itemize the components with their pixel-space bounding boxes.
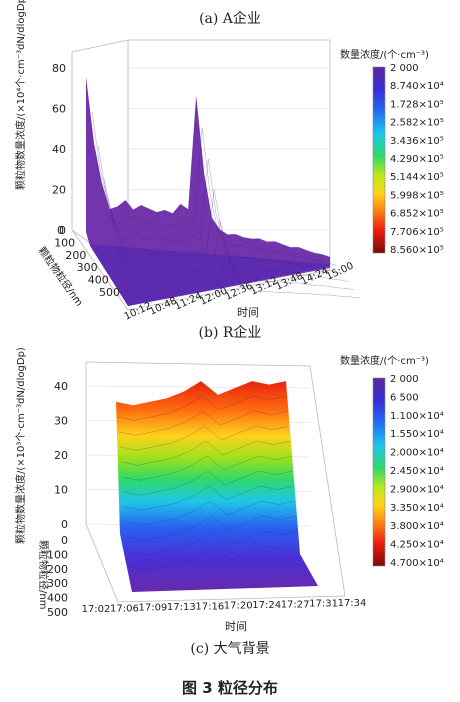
chart-a-colorbar-label: 4.290×10⁵	[390, 154, 444, 165]
chart-b-surface-line	[121, 455, 293, 481]
chart-b-x-tick-label: 17:20	[224, 601, 253, 612]
chart-b-x-tick-label: 17:24	[252, 600, 281, 611]
chart-b-x-tick-label: 17:06	[110, 603, 139, 614]
chart-b-x-tick-label: 17:09	[138, 603, 167, 614]
chart-b-x-tick-label: 17:31	[309, 599, 338, 610]
chart-a-surface-floor	[90, 244, 330, 306]
chart-a-surface-line	[91, 111, 337, 266]
chart-a-z-label: 颗粒物数量浓度/(×10⁴个·cm⁻³dN/dlogDp)	[14, 0, 27, 190]
chart-b-y-tick-label: 400	[47, 592, 68, 605]
chart-b-x-tick-label: 17:27	[281, 599, 310, 610]
chart-a-colorbar-label: 2.582×10⁵	[390, 118, 444, 129]
chart-a-surface-line	[109, 212, 355, 290]
chart-a-grid	[128, 67, 330, 231]
chart-b-y-tick-label: 0	[61, 534, 68, 547]
chart-b-colorbar-title: 数量浓度/(个·cm⁻³)	[340, 354, 429, 367]
chart-a-colorbar-label: 6.852×10⁵	[390, 209, 444, 220]
chart-b-surface-line	[120, 440, 291, 466]
chart-b-surface-line	[117, 395, 288, 421]
chart-b-x-tick-label: 17:34	[338, 598, 367, 609]
chart-b-colorbar-label: 1.550×10⁴	[390, 429, 444, 440]
chart-b-x-ticks: 17:02 17:06 17:09 17:13 17:16 17:20 17:24 17:27…	[82, 598, 367, 615]
chart-b-z-tick-label: 20	[54, 449, 68, 462]
chart-a-colorbar-label: 5.144×10⁵	[390, 172, 444, 183]
chart-b-colorbar-labels: 2 000 6 500 1.100×10⁴ 1.550×10⁴ 2.000×10⁴ 2.4…	[390, 374, 444, 569]
chart-a-surface-line	[97, 145, 343, 274]
chart-a-y-tick-label: 300	[77, 261, 98, 274]
chart-a-z-tick-label: 80	[52, 62, 66, 75]
chart-a-colorbar-label: 8.560×10⁵	[390, 245, 444, 256]
chart-b-z-ticks: 0 10 20 30 40	[54, 380, 68, 531]
chart-b-z-tick-label: 30	[54, 415, 68, 428]
chart-a-y-tick-label: 500	[99, 286, 120, 299]
chart-a-x-label: 时间	[237, 306, 259, 319]
chart-b-surface-line	[123, 470, 294, 496]
chart-a-colorbar-label: 1.728×10⁵	[390, 99, 444, 110]
chart-a-y-tick-label: 400	[88, 274, 109, 287]
chart-b-z-label: 颗粒物数量浓度/(×10³个·cm⁻³dN/dlogDp)	[14, 347, 27, 544]
chart-a-surface	[85, 77, 361, 306]
chart-b-colorbar-label: 2.900×10⁴	[390, 484, 444, 495]
chart-a-colorbar-label: 8.740×10⁴	[390, 81, 444, 92]
chart-a-z-tick-label: 20	[52, 184, 66, 197]
chart-a-colorbar-label: 3.436×10⁵	[390, 136, 444, 147]
chart-a-z-ticks: 0 20 40 60 80	[52, 62, 66, 237]
chart-b-x-tick-label: 17:02	[82, 604, 111, 615]
chart-b-surface-line	[126, 515, 297, 541]
chart-a-colorbar-labels: 2 000 8.740×10⁴ 1.728×10⁵ 2.582×10⁵ 3.436×10…	[390, 63, 444, 256]
chart-b-x-label: 时间	[225, 620, 247, 633]
chart-a-surface-line	[115, 246, 361, 298]
chart-b-z-tick-label: 10	[54, 484, 68, 497]
panel-c-title: (c) 大气背景	[190, 641, 270, 657]
chart-b-frame	[85, 361, 346, 603]
chart-b-surface-line	[129, 545, 300, 571]
chart-b-colorbar-label: 2 000	[390, 374, 419, 385]
chart-b-colorbar-label: 6 500	[390, 392, 419, 403]
figure-caption: 图 3 粒径分布	[182, 679, 278, 697]
chart-b-x-tick-label: 17:13	[167, 602, 196, 613]
chart-b-colorbar-label: 3.800×10⁴	[390, 521, 444, 532]
chart-a-colorbar-label: 7.706×10⁵	[390, 227, 444, 238]
chart-b-colorbar-label: 4.250×10⁴	[390, 540, 444, 551]
chart-b-surface-shape	[116, 381, 318, 592]
chart-b-colorbar-label: 2.450×10⁴	[390, 466, 444, 477]
chart-a-y-tick-label: 100	[54, 236, 75, 249]
chart-b-z-tick-label: 0	[61, 518, 68, 531]
chart-b-colorbar	[372, 377, 386, 567]
panel-a-title: (a) A企业	[199, 11, 261, 27]
chart-b-colorbar-label: 1.100×10⁴	[390, 411, 444, 422]
chart-b-x-tick-label: 17:16	[195, 601, 224, 612]
panel-b-title: (b) R企业	[198, 325, 262, 341]
chart-b-surface	[116, 381, 318, 592]
chart-b-surface-line	[118, 410, 289, 436]
chart-a-y-tick-label: 0	[57, 224, 64, 237]
chart-b-surface-line	[124, 485, 295, 511]
chart-a-z-tick-label: 60	[52, 103, 66, 116]
chart-b-y-tick-label: 300	[47, 577, 68, 590]
chart-b-colorbar-label: 2.000×10⁴	[390, 448, 444, 459]
chart-a-surface-line	[85, 77, 331, 258]
chart-b-surface-line	[125, 500, 296, 526]
chart-b-surface-line	[119, 425, 290, 451]
chart-b-y-tick-label: 200	[47, 563, 68, 576]
chart-a-colorbar	[372, 66, 386, 254]
chart-a-colorbar-label: 5.998×10⁵	[390, 190, 444, 201]
chart-a-z-tick-label: 0	[59, 224, 66, 237]
chart-a-y-tick-label: 200	[65, 249, 86, 262]
chart-b-colorbar-label: 4.700×10⁴	[390, 558, 444, 569]
chart-b-colorbar-label: 3.350×10⁴	[390, 503, 444, 514]
chart-b-surface-line	[127, 530, 299, 556]
chart-b-z-tick-label: 40	[54, 380, 68, 393]
chart-b-y-tick-label: 100	[47, 548, 68, 561]
chart-a-surface-line	[103, 178, 349, 282]
chart-b-y-label: 颗粒物粒径/nm	[37, 540, 50, 609]
chart-b-y-tick-label: 500	[47, 606, 68, 619]
chart-a-z-tick-label: 40	[52, 143, 66, 156]
chart-a-colorbar-title: 数量浓度/(个·cm⁻³)	[340, 48, 429, 61]
chart-a-colorbar-label: 2 000	[390, 63, 419, 74]
